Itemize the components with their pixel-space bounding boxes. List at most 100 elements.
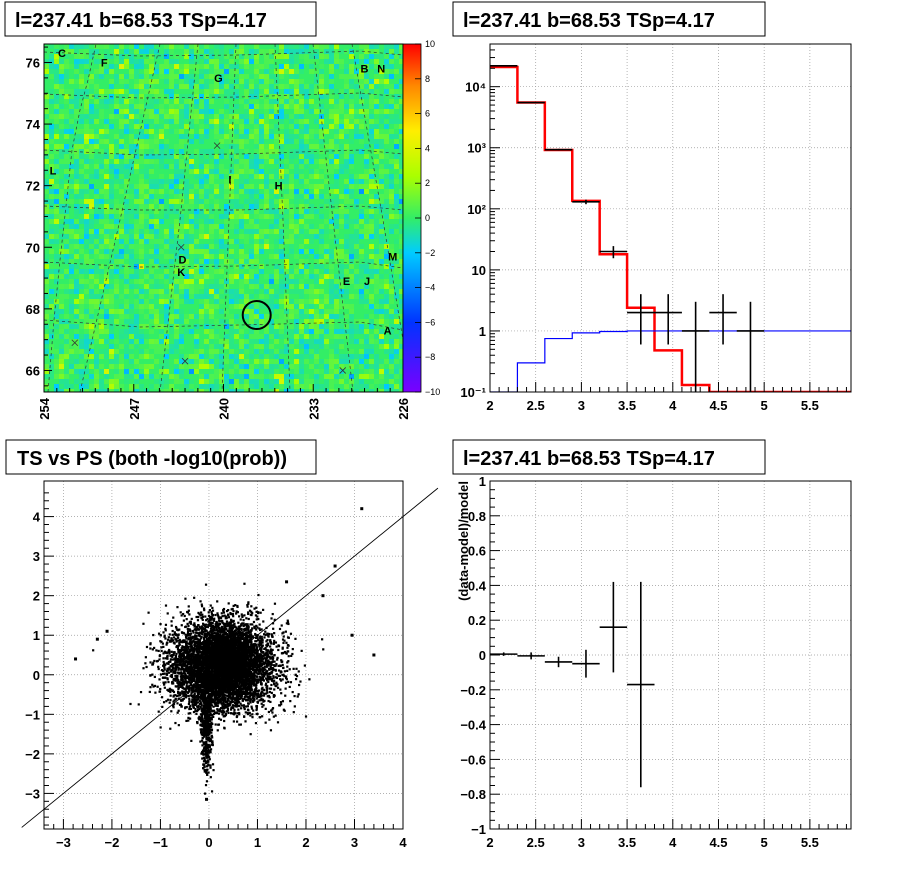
map-pixel: [289, 249, 294, 254]
map-pixel: [364, 344, 369, 349]
map-pixel: [139, 224, 144, 229]
map-pixel: [64, 64, 69, 69]
map-pixel: [304, 344, 309, 349]
map-pixel: [99, 299, 104, 304]
map-pixel: [289, 54, 294, 59]
map-pixel: [289, 119, 294, 124]
map-pixel: [184, 234, 189, 239]
map-pixel: [399, 364, 403, 369]
map-pixel: [114, 254, 119, 259]
map-pixel: [369, 294, 374, 299]
map-pixel: [394, 319, 399, 324]
map-pixel: [194, 89, 199, 94]
map-pixel: [379, 369, 384, 374]
map-pixel: [279, 109, 284, 114]
map-pixel: [74, 304, 79, 309]
scatter-point: [291, 690, 294, 694]
map-pixel: [329, 364, 334, 369]
map-pixel: [164, 289, 169, 294]
map-pixel: [364, 374, 369, 379]
map-pixel: [304, 104, 309, 109]
map-pixel: [109, 224, 114, 229]
map-pixel: [369, 369, 374, 374]
map-pixel: [284, 344, 289, 349]
map-pixel: [204, 49, 209, 54]
map-pixel: [279, 314, 284, 319]
map-pixel: [279, 134, 284, 139]
map-pixel: [309, 329, 314, 334]
map-pixel: [74, 69, 79, 74]
map-pixel: [139, 79, 144, 84]
map-pixel: [54, 334, 59, 339]
map-pixel: [204, 289, 209, 294]
skymap-title-box: [4, 1, 317, 37]
map-pixel: [194, 269, 199, 274]
map-pixel: [79, 229, 84, 234]
map-pixel: [259, 314, 264, 319]
map-pixel: [209, 269, 214, 274]
map-pixel: [394, 214, 399, 219]
map-pixel: [399, 69, 403, 74]
map-pixel: [304, 84, 309, 89]
map-pixel: [184, 109, 189, 114]
map-pixel: [269, 189, 274, 194]
map-pixel: [199, 104, 204, 109]
map-pixel: [154, 134, 159, 139]
map-pixel: [114, 94, 119, 99]
map-pixel: [209, 264, 214, 269]
map-pixel: [254, 69, 259, 74]
map-pixel: [209, 314, 214, 319]
map-pixel: [69, 339, 74, 344]
scatter-point: [172, 670, 175, 673]
map-pixel: [239, 244, 244, 249]
map-pixel: [199, 284, 204, 289]
map-pixel: [64, 254, 69, 259]
map-pixel: [309, 319, 314, 324]
map-pixel: [269, 89, 274, 94]
map-pixel: [49, 209, 54, 214]
map-pixel: [209, 334, 214, 339]
map-pixel: [354, 149, 359, 154]
map-pixel: [269, 109, 274, 114]
map-pixel: [289, 314, 294, 319]
map-pixel: [124, 294, 129, 299]
scatter-point: [164, 681, 167, 684]
map-pixel: [79, 364, 84, 369]
map-pixel: [279, 114, 284, 119]
map-pixel: [234, 264, 239, 269]
map-pixel: [184, 359, 189, 364]
map-pixel: [364, 314, 369, 319]
map-pixel: [299, 304, 304, 309]
map-pixel: [274, 89, 279, 94]
map-pixel: [199, 269, 204, 274]
map-pixel: [259, 339, 264, 344]
map-pixel: [364, 109, 369, 114]
map-pixel: [144, 304, 149, 309]
map-pixel: [74, 314, 79, 319]
map-pixel: [189, 274, 194, 279]
map-pixel: [209, 234, 214, 239]
map-pixel: [94, 254, 99, 259]
map-pixel: [49, 184, 54, 189]
map-pixel: [169, 179, 174, 184]
map-pixel: [179, 214, 184, 219]
map-pixel: [369, 79, 374, 84]
map-pixel: [294, 64, 299, 69]
map-pixel: [89, 154, 94, 159]
map-pixel: [204, 234, 209, 239]
map-pixel: [229, 289, 234, 294]
map-pixel: [374, 209, 379, 214]
map-pixel: [289, 289, 294, 294]
map-pixel: [104, 329, 109, 334]
map-pixel: [199, 79, 204, 84]
map-pixel: [379, 254, 384, 259]
map-pixel: [359, 329, 364, 334]
map-pixel: [399, 199, 403, 204]
map-pixel: [89, 334, 94, 339]
map-pixel: [319, 194, 324, 199]
map-pixel: [284, 84, 289, 89]
map-pixel: [219, 289, 224, 294]
map-pixel: [284, 189, 289, 194]
